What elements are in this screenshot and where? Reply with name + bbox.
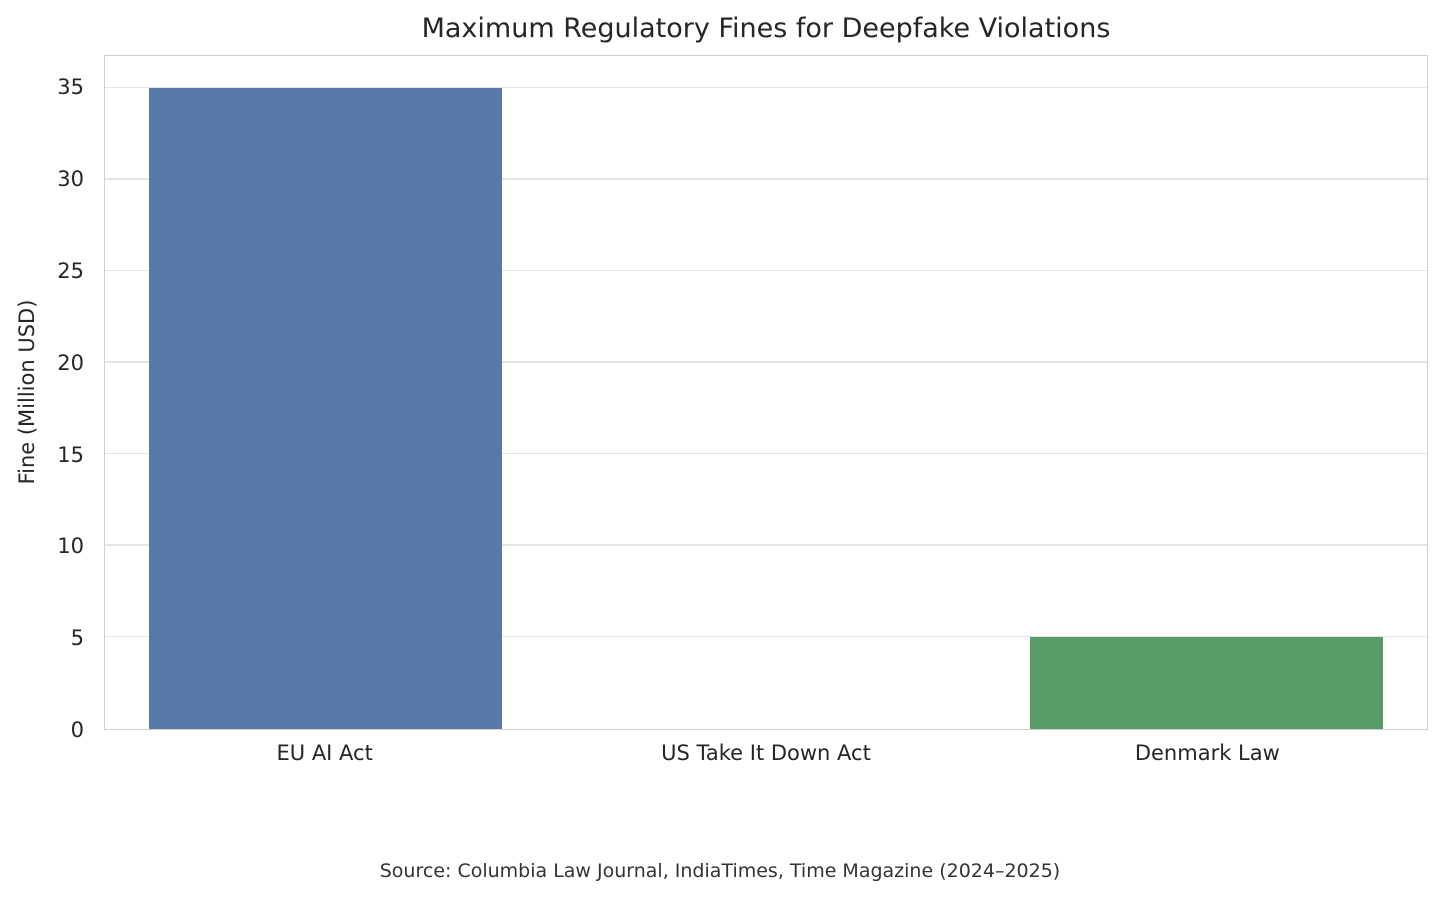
gridline-30 bbox=[105, 178, 1427, 180]
plot-area bbox=[104, 55, 1428, 730]
y-tick-label-15: 15 bbox=[57, 442, 84, 467]
y-tick-label-5: 5 bbox=[70, 626, 84, 651]
gridline-25 bbox=[105, 269, 1427, 272]
gridline-10 bbox=[105, 544, 1427, 546]
gridlines bbox=[105, 56, 1427, 729]
gridline-20 bbox=[105, 361, 1427, 363]
y-tick-label-25: 25 bbox=[57, 258, 84, 283]
y-tick-label-0: 0 bbox=[70, 718, 84, 742]
bar-eu-ai-act bbox=[149, 88, 502, 729]
x-tick-label-eu-ai-act: EU AI Act bbox=[276, 741, 373, 765]
y-tick-label-35: 35 bbox=[57, 75, 84, 100]
y-axis-ticks: 0 5 10 15 20 25 30 35 bbox=[0, 55, 84, 742]
bars bbox=[105, 56, 1427, 729]
x-axis-labels: EU AI Act US Take It Down Act Denmark Law bbox=[104, 741, 1428, 765]
source-caption: Source: Columbia Law Journal, IndiaTimes… bbox=[379, 860, 1061, 882]
y-tick-label-20: 20 bbox=[57, 350, 84, 375]
bar-denmark-law bbox=[1030, 637, 1383, 729]
gridline-5 bbox=[105, 635, 1427, 638]
gridline-35 bbox=[105, 86, 1427, 89]
gridline-15 bbox=[105, 452, 1427, 455]
chart-title: Maximum Regulatory Fines for Deepfake Vi… bbox=[421, 13, 1111, 44]
x-tick-label-denmark-law: Denmark Law bbox=[1134, 741, 1280, 765]
y-tick-label-30: 30 bbox=[57, 166, 84, 191]
y-tick-label-10: 10 bbox=[57, 534, 84, 559]
x-tick-label-us-take-it-down-act: US Take It Down Act bbox=[661, 741, 871, 765]
